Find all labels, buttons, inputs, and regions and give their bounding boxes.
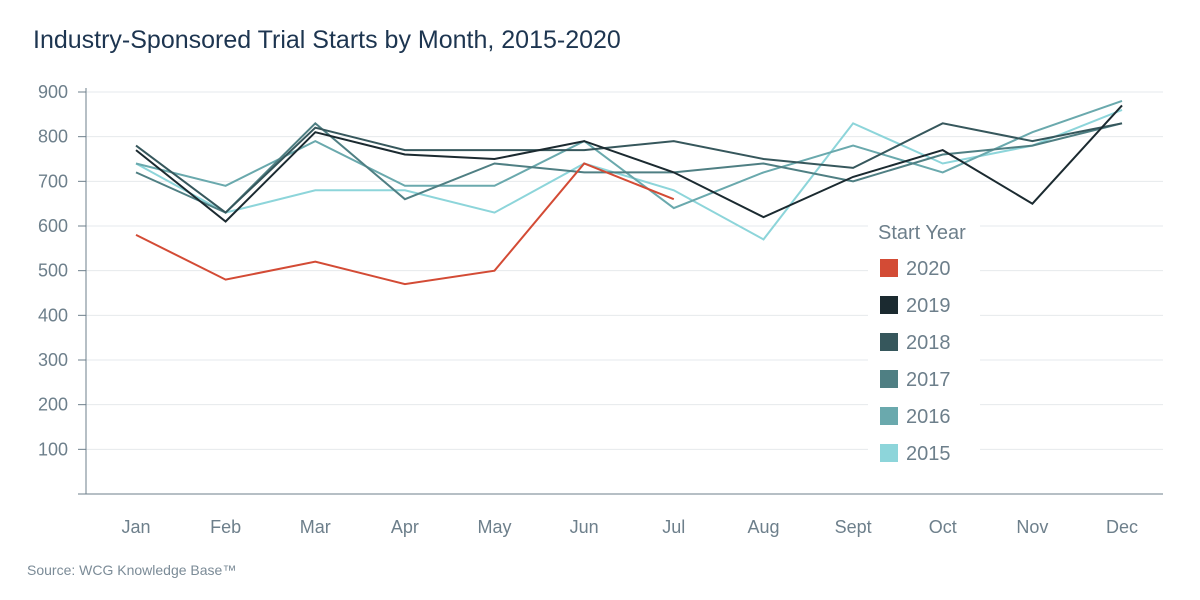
legend-swatch-2015 [880,444,898,462]
legend-label-2015: 2015 [906,443,951,465]
x-tick-label: Sept [835,517,872,537]
legend-swatch-2018 [880,333,898,351]
y-tick-label: 400 [38,305,68,325]
x-tick-labels: Jan Feb Mar Apr May Jun Jul Aug Sept Oct Nov Dec [121,517,1138,537]
y-tick-label: 100 [38,439,68,459]
series-line-2015 [135,108,1123,241]
source-note: Source: WCG Knowledge Base™ [27,562,237,578]
x-tick-label: Dec [1106,517,1138,537]
x-tick-label: Apr [391,517,419,537]
legend-label-2019: 2019 [906,295,951,317]
x-tick-label: Nov [1016,517,1048,537]
series-lines [135,99,1123,286]
series-line-2017 [135,121,1123,214]
x-tick-label: Jun [570,517,599,537]
legend-swatch-2016 [880,407,898,425]
series-line-2020 [135,162,675,286]
y-tick-label: 300 [38,350,68,370]
gridlines [86,91,1163,450]
legend-label-2018: 2018 [906,332,951,354]
series-line-2018 [135,122,1123,214]
series-line-2019 [135,104,1123,223]
legend-swatch-2019 [880,296,898,314]
legend-title: Start Year [878,222,966,244]
y-tick-label: 200 [38,395,68,415]
y-tick-label: 700 [38,171,68,191]
x-tick-label: Mar [300,517,331,537]
x-tick-label: Jul [662,517,685,537]
y-tick-label: 900 [38,82,68,102]
chart-title: Industry-Sponsored Trial Starts by Month… [33,26,621,54]
x-tick-label: Aug [747,517,779,537]
legend-swatch-2020 [880,259,898,277]
x-tick-label: Jan [121,517,150,537]
legend-swatch-2017 [880,370,898,388]
legend-label-2016: 2016 [906,406,951,428]
y-tick-label: 500 [38,261,68,281]
axes [78,88,1163,495]
x-tick-label: Feb [210,517,241,537]
x-tick-label: May [478,517,512,537]
y-tick-label: 600 [38,216,68,236]
y-tick-label: 800 [38,127,68,147]
legend: Start Year 2020 2019 2018 2017 2016 2015 [868,212,980,472]
legend-label-2020: 2020 [906,258,951,280]
y-tick-labels: 100 200 300 400 500 600 700 800 900 [38,82,68,459]
x-tick-label: Oct [929,517,957,537]
series-line-2016 [135,99,1123,210]
legend-label-2017: 2017 [906,369,951,391]
